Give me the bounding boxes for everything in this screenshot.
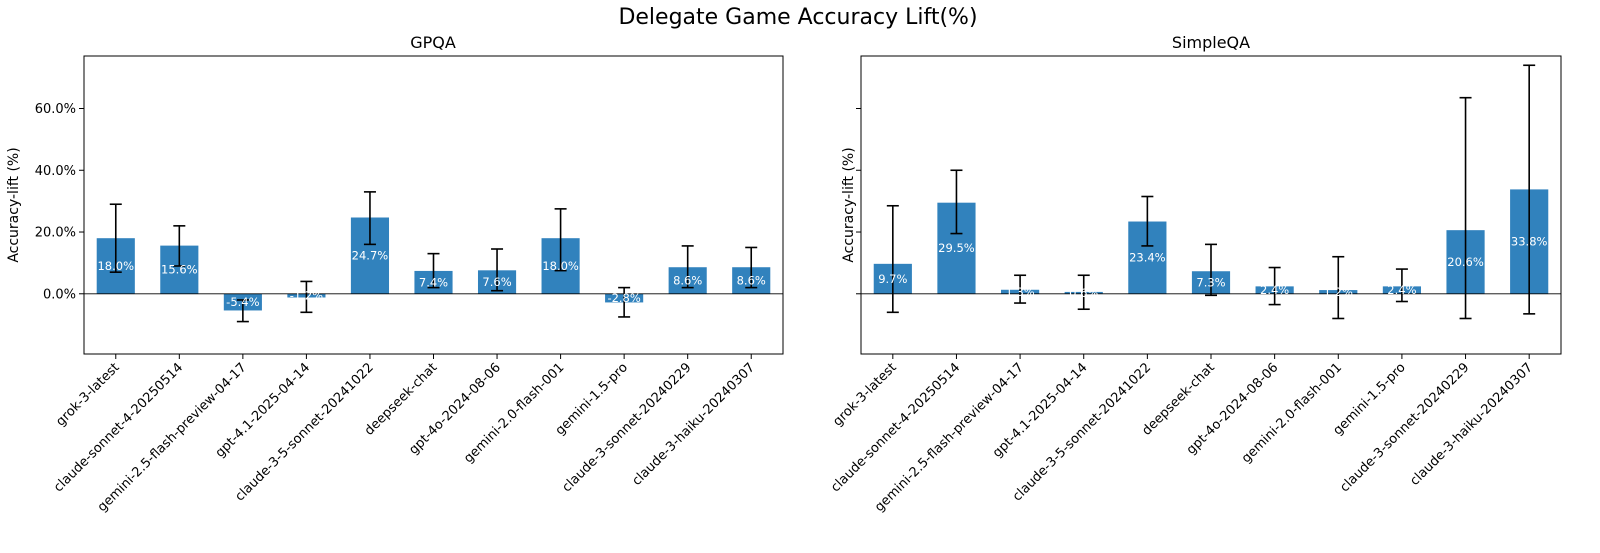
gpqa-data-label: 24.7% [352, 249, 389, 263]
gpqa-data-label: -5.4% [226, 295, 259, 309]
simpleqa-data-label: 9.7% [878, 272, 907, 286]
gpqa-data-label: 8.6% [737, 274, 766, 288]
gpqa-x-tick-label: claude-sonnet-4-20250514 [51, 360, 186, 495]
gpqa-y-tick-label: 60.0% [35, 102, 76, 117]
simpleqa-data-label: 20.6% [1447, 255, 1484, 269]
gpqa-data-label: 18.0% [542, 259, 579, 273]
gpqa-plot-frame [83, 55, 784, 355]
gpqa-y-tick-label: 20.0% [35, 226, 76, 241]
simpleqa-x-tick-label: claude-3-5-sonnet-20241022 [1010, 360, 1154, 504]
gpqa-x-tick-label: grok-3-latest [53, 360, 122, 429]
simpleqa-y-axis-label: Accuracy-lift (%) [841, 147, 857, 262]
gpqa-y-axis-label: Accuracy-lift (%) [6, 147, 22, 262]
simpleqa-data-label: 33.8% [1511, 235, 1548, 249]
gpqa-data-label: 7.6% [482, 275, 511, 289]
simpleqa-x-tick-label: grok-3-latest [830, 360, 899, 429]
simpleqa-x-tick-label: claude-3-sonnet-20240229 [1337, 360, 1472, 495]
simpleqa-x-tick-label: claude-3-haiku-20240307 [1407, 360, 1536, 489]
simpleqa-data-label: 1.3% [1005, 285, 1034, 299]
gpqa-panel-title: GPQA [410, 33, 456, 52]
gpqa-y-tick-label: 0.0% [43, 287, 76, 302]
gpqa-data-label: 15.6% [161, 263, 198, 277]
gpqa-data-label: -1.2% [290, 289, 323, 303]
gpqa-data-label: 18.0% [97, 259, 134, 273]
simpleqa-data-label: 1.2% [1324, 285, 1353, 299]
simpleqa-x-tick-label: claude-sonnet-4-20250514 [828, 360, 963, 495]
gpqa-x-tick-label: claude-3-sonnet-20240229 [559, 360, 694, 495]
simpleqa-panel-title: SimpleQA [1172, 33, 1250, 52]
gpqa-x-tick-label: claude-3-5-sonnet-20241022 [233, 360, 377, 504]
gpqa-data-label: 8.6% [673, 274, 702, 288]
simpleqa-data-label: 29.5% [938, 241, 975, 255]
simpleqa-data-label: 2.4% [1260, 283, 1289, 297]
gpqa-data-label: -2.8% [607, 291, 640, 305]
simpleqa-data-label: 23.4% [1129, 251, 1166, 265]
gpqa-y-tick-label: 40.0% [35, 164, 76, 179]
gpqa-x-tick-label: claude-3-haiku-20240307 [629, 360, 758, 489]
simpleqa-data-label: 7.3% [1196, 276, 1225, 290]
gpqa-panel: GPQA Accuracy-lift (%) 18.0% 15.6% -5.4% -1… [6, 33, 784, 515]
simpleqa-data-label: 2.4% [1387, 283, 1416, 297]
figure-title: Delegate Game Accuracy Lift(%) [618, 5, 977, 30]
simpleqa-data-label: 0.6% [1069, 286, 1098, 300]
simpleqa-panel: SimpleQA Accuracy-lift (%) 9.7% 29.5% 1.3%… [828, 33, 1562, 515]
gpqa-data-label: 7.4% [419, 275, 448, 289]
